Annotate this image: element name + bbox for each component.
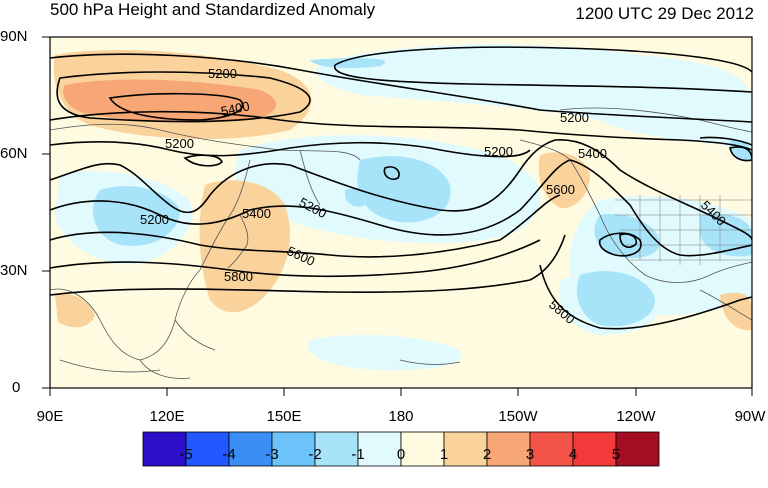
colorbar-swatch (228, 431, 273, 467)
contour-label: 5600 (546, 182, 575, 197)
contour-label: 5400 (242, 206, 271, 221)
political-boundaries (615, 195, 752, 265)
colorbar-swatch (314, 431, 359, 467)
contour-label: 5200 (560, 110, 589, 125)
colorbar-swatch (443, 431, 488, 467)
colorbar-swatch (486, 431, 531, 467)
lon-label-150w: 150W (498, 408, 538, 425)
colorbar-swatch (529, 431, 574, 467)
colorbar-swatch (142, 431, 187, 467)
lat-label-0: 0 (12, 379, 21, 396)
lon-label-90w: 90W (734, 408, 766, 425)
colorbar-tick-label: 1 (439, 446, 449, 463)
colorbar-swatch (357, 431, 402, 467)
map-timestamp: 1200 UTC 29 Dec 2012 (575, 4, 754, 23)
colorbar-swatch (615, 431, 660, 467)
colorbar-tick-label: 4 (568, 446, 578, 463)
height-contours (50, 46, 752, 330)
colorbar-tick-label: -1 (351, 446, 365, 463)
colorbar-tick-label: -2 (308, 446, 322, 463)
contour-label: 5200 (165, 136, 194, 151)
lat-label-90n: 90N (0, 28, 28, 45)
colorbar-tick-label: -4 (222, 446, 236, 463)
colorbar-tick-label: 0 (396, 446, 406, 463)
contour-label: 5400 (220, 98, 251, 119)
lon-label-180: 180 (388, 408, 414, 425)
lat-label-30n: 30N (0, 262, 28, 279)
colorbar (142, 431, 660, 467)
contour-label: 5200 (140, 212, 169, 227)
contour-label: 5200 (484, 144, 513, 159)
contour-label: 5200 (208, 66, 237, 81)
colorbar-swatch (185, 431, 230, 467)
lon-label-120e: 120E (149, 408, 185, 425)
contour-label: 5800 (224, 269, 253, 284)
lon-label-120w: 120W (616, 408, 656, 425)
map-title: 500 hPa Height and Standardized Anomaly (50, 0, 376, 19)
colorbar-swatch (572, 431, 617, 467)
colorbar-tick-label: -5 (179, 446, 193, 463)
coastlines (50, 107, 752, 379)
colorbar-swatch (400, 431, 445, 467)
colorbar-tick-label: 2 (482, 446, 492, 463)
lon-label-90e: 90E (36, 408, 64, 425)
colorbar-tick-label: 5 (611, 446, 621, 463)
axis-ticks (42, 36, 753, 396)
lon-label-150e: 150E (266, 408, 302, 425)
contour-label: 5400 (578, 146, 607, 161)
colorbar-tick-label: -3 (265, 446, 279, 463)
colorbar-tick-label: 3 (525, 446, 535, 463)
lat-label-60n: 60N (0, 145, 28, 162)
colorbar-swatch (271, 431, 316, 467)
